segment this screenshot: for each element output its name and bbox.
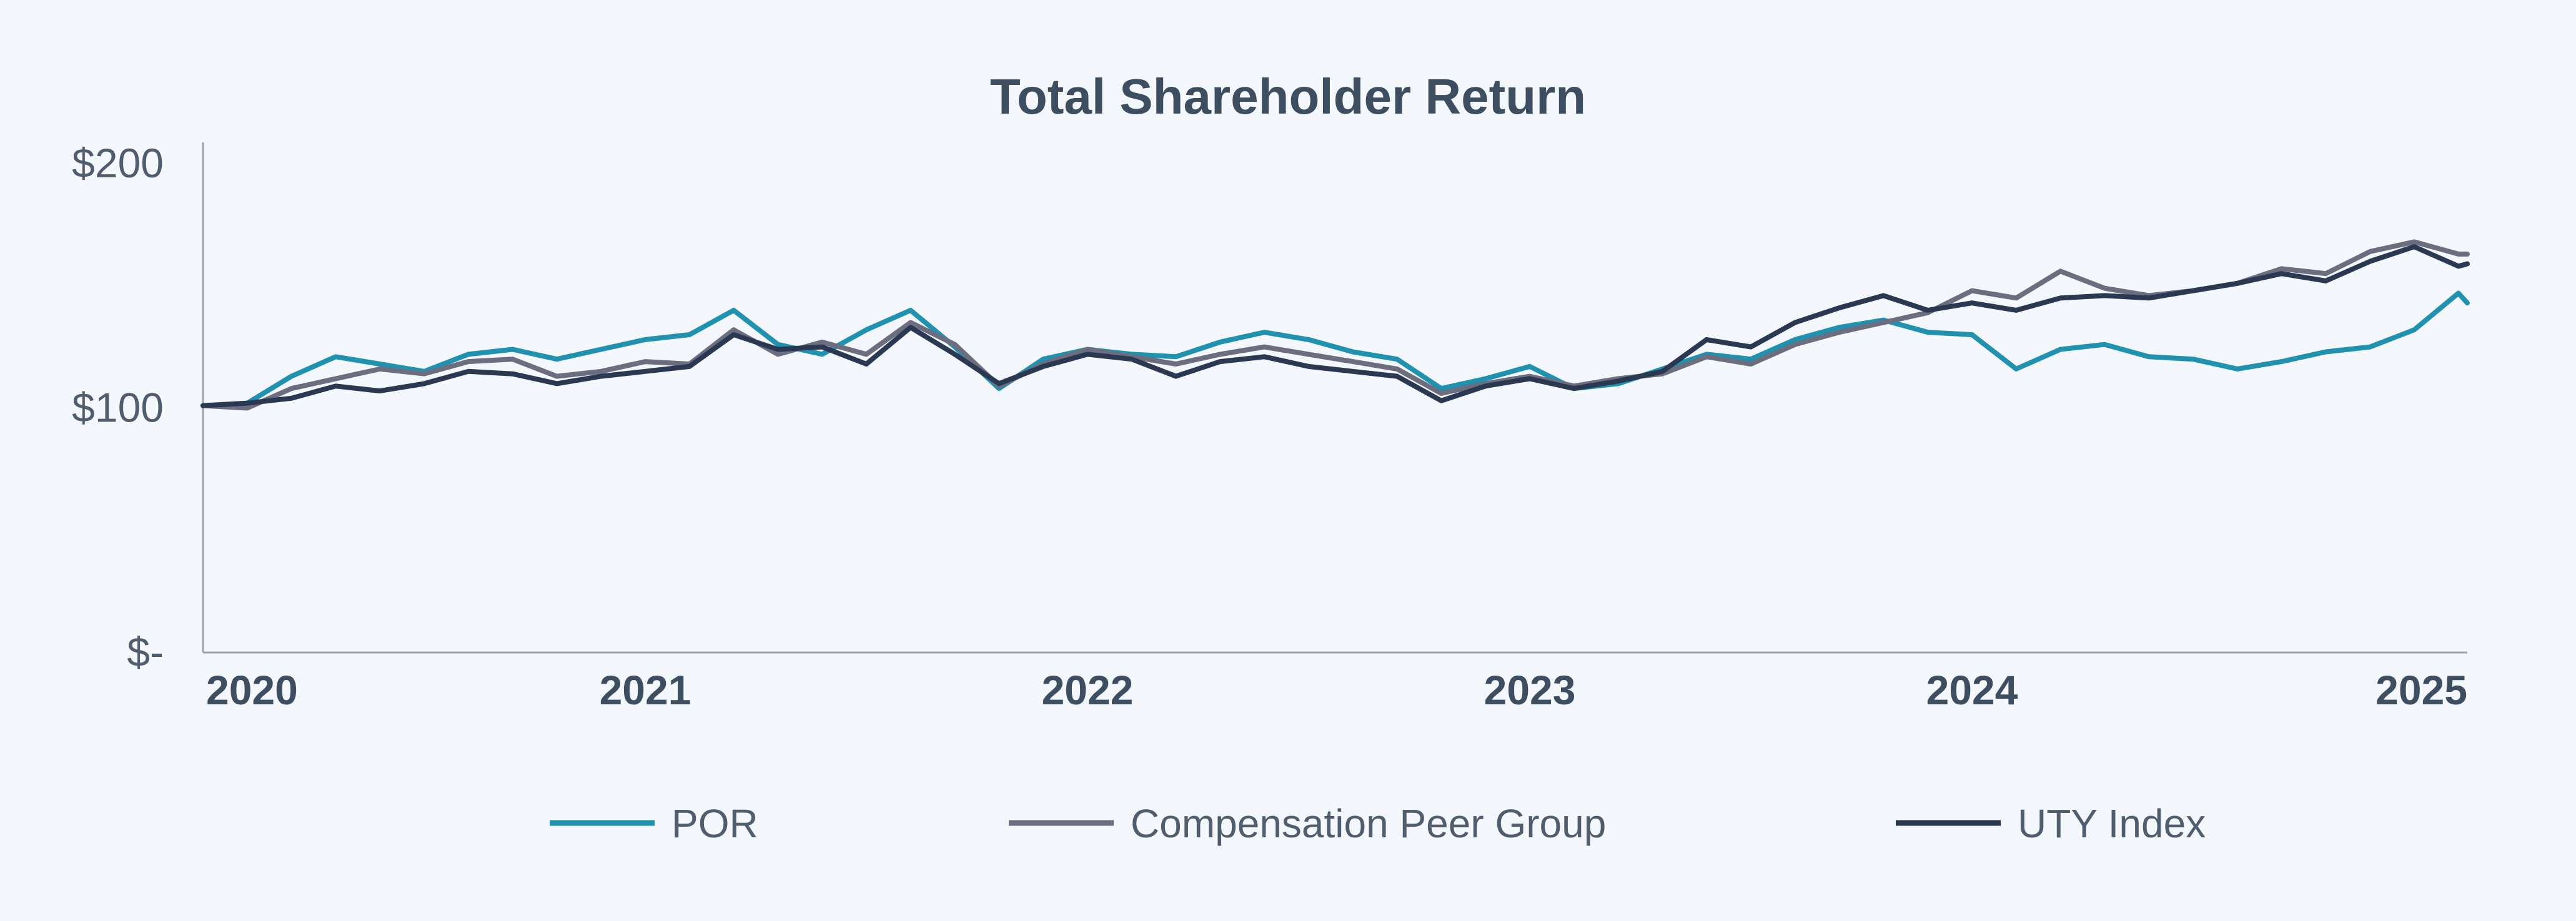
chart-title: Total Shareholder Return <box>990 69 1586 124</box>
y-tick-label: $- <box>127 629 164 675</box>
legend-label: POR <box>671 801 758 846</box>
x-axis-ticks: 2020 2021 2022 2023 2024 2025 <box>206 667 2467 713</box>
x-tick-label: 2021 <box>600 667 691 713</box>
x-tick-label: 2020 <box>206 667 298 713</box>
x-tick-label: 2025 <box>2375 667 2467 713</box>
series-line-por <box>201 290 2470 408</box>
legend-label: Compensation Peer Group <box>1131 801 1606 846</box>
y-axis-ticks: $200 $100 $- <box>72 140 164 675</box>
x-tick-label: 2024 <box>1926 667 2018 713</box>
y-tick-label: $200 <box>72 140 164 186</box>
series-lines <box>201 239 2470 411</box>
series-line-compensation-peer-group <box>201 239 2470 411</box>
y-tick-label: $100 <box>72 385 164 431</box>
series-line-uty-index <box>201 244 2470 408</box>
x-tick-label: 2022 <box>1042 667 1134 713</box>
legend: POR Compensation Peer Group UTY Index <box>550 801 2206 846</box>
x-tick-label: 2023 <box>1484 667 1576 713</box>
legend-label: UTY Index <box>2018 801 2206 846</box>
